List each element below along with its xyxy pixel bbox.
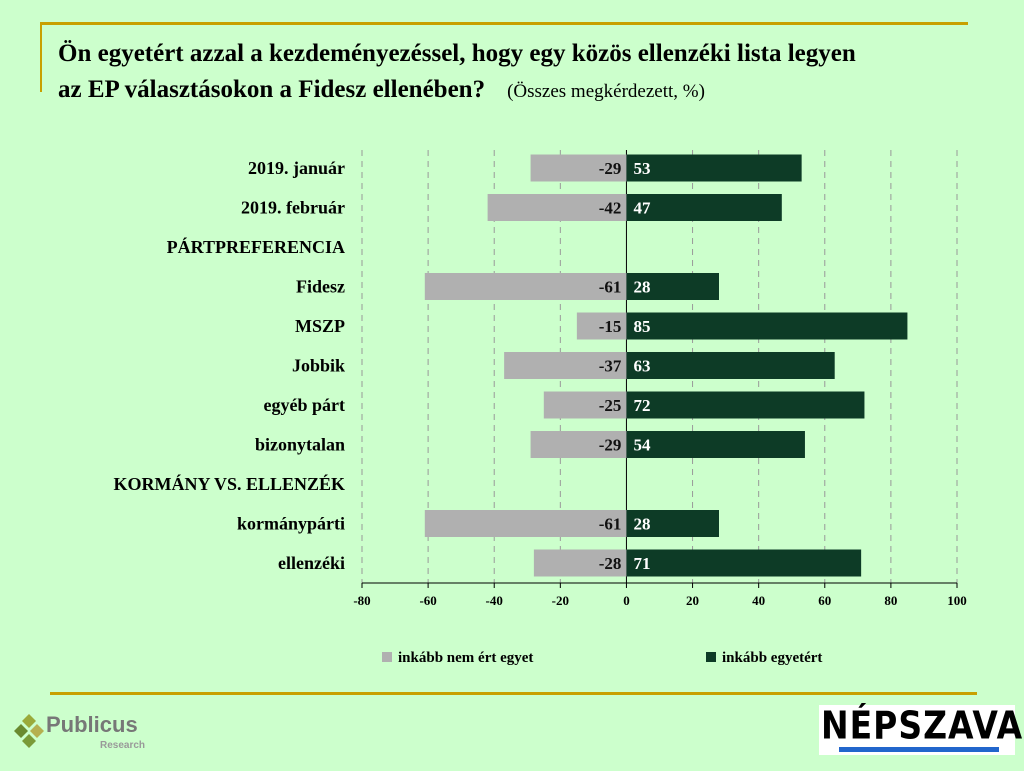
x-tick-label: 60: [818, 593, 831, 608]
chart-subtitle: (Összes megkérdezett, %): [507, 81, 705, 102]
data-label-negative: -25: [599, 396, 622, 415]
category-label: 2019. január: [248, 158, 345, 178]
legend-swatch: [706, 652, 716, 662]
legend-label: inkább egyetért: [722, 650, 822, 666]
x-tick-label: -40: [486, 593, 503, 608]
data-label-positive: 85: [633, 317, 650, 336]
top-rule: [40, 22, 968, 25]
data-label-negative: -61: [599, 278, 622, 297]
bar-positive: [626, 510, 719, 537]
category-label: ellenzéki: [278, 553, 345, 573]
data-label-negative: -61: [599, 515, 622, 534]
bar-positive: [626, 194, 782, 221]
bar-negative: [543, 391, 627, 419]
bar-negative: [487, 194, 627, 221]
chart-title: Ön egyetért azzal a kezdeményezéssel, ho…: [58, 36, 856, 110]
bar-chart: -80 -60 -40 -20 0 20 40 60 80 100 2019. január -29 5…: [113, 150, 967, 666]
bar-positive: [626, 154, 802, 182]
category-label: Fidesz: [296, 277, 345, 297]
nepszava-text: NÉPSZAVA: [821, 703, 1024, 748]
data-label-negative: -29: [599, 436, 622, 455]
title-line-1: Ön egyetért azzal a kezdeményezéssel, ho…: [58, 40, 856, 67]
category-label: Jobbik: [292, 356, 345, 376]
x-tick-label: 0: [623, 593, 630, 608]
bar-negative: [533, 549, 627, 577]
bar-positive: [626, 273, 719, 300]
legend-swatch: [382, 652, 392, 662]
x-tick-label: 100: [947, 593, 967, 608]
bar-positive: [626, 352, 835, 379]
side-rule: [40, 22, 42, 92]
x-tick-label: -80: [353, 593, 370, 608]
bar-positive: [626, 549, 862, 577]
title-line-2: az EP választásokon a Fidesz ellenében?: [58, 76, 486, 103]
legend-label: inkább nem ért egyet: [398, 650, 533, 666]
data-label-positive: 54: [633, 436, 651, 455]
data-label-positive: 47: [633, 199, 651, 218]
category-label: PÁRTPREFERENCIA: [167, 236, 345, 257]
data-label-negative: -42: [599, 199, 622, 218]
category-label: KORMÁNY VS. ELLENZÉK: [113, 473, 345, 494]
x-tick-label: 40: [752, 593, 765, 608]
bar-positive: [626, 391, 865, 419]
category-label: egyéb párt: [264, 395, 345, 415]
publicus-logo: Publicus Research: [12, 712, 152, 756]
x-tick-label: -60: [419, 593, 436, 608]
bar-negative: [576, 312, 627, 340]
bar-negative: [424, 273, 627, 300]
bar-negative: [530, 431, 627, 458]
category-label: MSZP: [295, 316, 345, 336]
category-label: bizonytalan: [255, 435, 345, 455]
publicus-text: Publicus: [46, 712, 138, 737]
bar-positive: [626, 312, 908, 340]
x-tick-label: 80: [884, 593, 897, 608]
data-label-negative: -29: [599, 159, 622, 178]
data-label-positive: 71: [633, 554, 650, 573]
x-tick-label: 20: [686, 593, 699, 608]
bar-positive: [626, 431, 805, 458]
publicus-sub: Research: [100, 740, 146, 751]
data-label-positive: 28: [633, 515, 650, 534]
data-label-negative: -28: [599, 554, 622, 573]
data-label-positive: 53: [633, 159, 650, 178]
data-label-positive: 28: [633, 278, 650, 297]
nepszava-strip: [839, 747, 999, 752]
data-label-negative: -15: [599, 317, 622, 336]
data-label-positive: 63: [633, 357, 650, 376]
category-label: kormánypárti: [237, 514, 345, 534]
data-label-positive: 72: [633, 396, 650, 415]
bar-negative: [530, 154, 627, 182]
publicus-diamond-icon: [14, 714, 44, 748]
bar-negative: [504, 352, 627, 379]
category-label: 2019. február: [241, 198, 345, 218]
bar-negative: [424, 510, 627, 537]
bottom-rule: [50, 692, 977, 695]
x-tick-label: -20: [552, 593, 569, 608]
nepszava-logo: NÉPSZAVA: [819, 703, 1022, 755]
data-label-negative: -37: [599, 357, 622, 376]
